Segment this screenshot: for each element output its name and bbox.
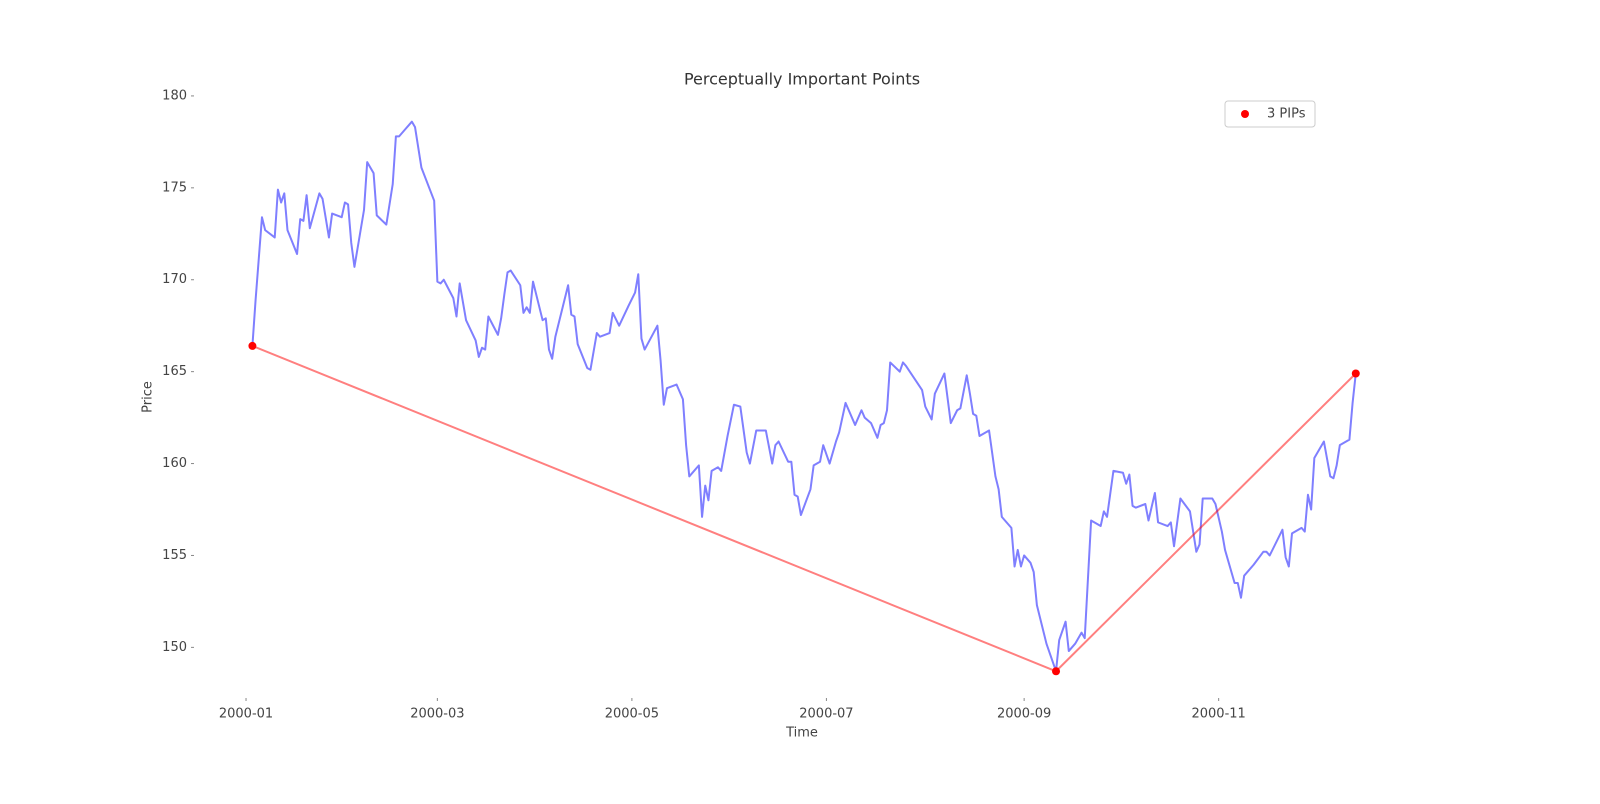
x-tick-label: 2000-05 [605,707,659,722]
y-tick-label: 170 [162,272,187,287]
chart-title: Perceptually Important Points [684,70,920,89]
y-tick-label: 150 [162,640,187,655]
legend-label: 3 PIPs [1267,107,1306,122]
pip-marker [248,341,257,350]
x-tick-label: 2000-07 [799,707,853,722]
y-axis-label: Price [141,381,156,413]
x-tick-label: 2000-01 [219,707,273,722]
price-line [251,120,1357,673]
y-tick-label: 165 [162,364,187,379]
legend-marker [1241,110,1249,118]
x-tick-label: 2000-09 [997,707,1051,722]
legend-box [1224,100,1316,128]
y-tick-label: 175 [162,180,187,195]
pip-marker [1351,369,1360,378]
x-axis-label: Time [785,726,818,741]
y-tick-label: 160 [162,456,187,471]
pip-marker [1052,667,1061,676]
x-tick-label: 2000-11 [1191,707,1245,722]
x-tick-label: 2000-03 [410,707,464,722]
y-tick-label: 180 [162,88,187,103]
y-tick-label: 155 [162,548,187,563]
